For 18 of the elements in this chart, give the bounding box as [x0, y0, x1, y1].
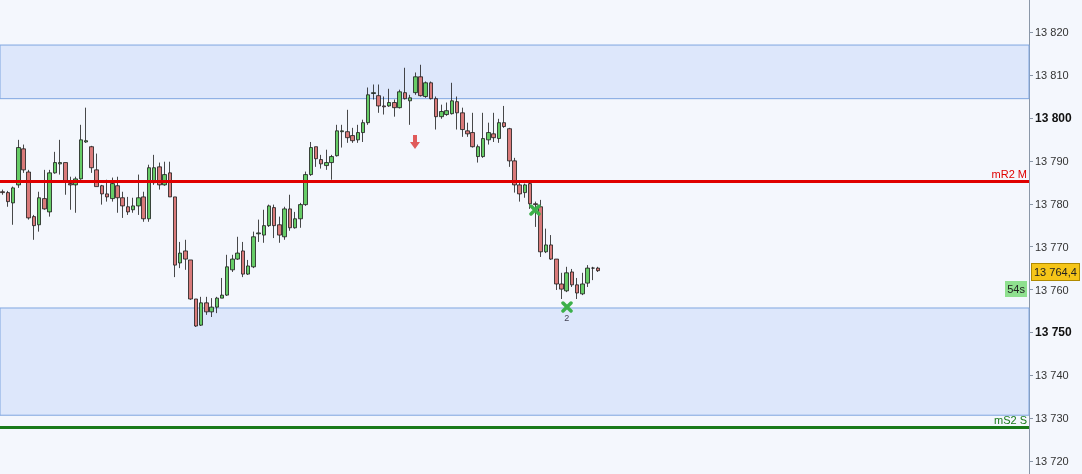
y-tick-label: 13 760	[1035, 283, 1069, 296]
y-tick-label: 13 740	[1035, 369, 1069, 382]
text: 13 764,4	[1031, 262, 1080, 281]
y-tick-label: 13 810	[1035, 69, 1069, 82]
y-tick-label: 13 780	[1035, 197, 1069, 210]
y-tick-label: 13 820	[1035, 26, 1069, 39]
candlestick	[89, 145, 94, 174]
y-tick-label: 13 800	[1035, 110, 1073, 125]
y-tick-label: 13 790	[1035, 154, 1069, 167]
candlestick	[371, 84, 376, 100]
annotation: 54s	[1005, 280, 1027, 297]
y-tick-label: 13 770	[1035, 240, 1069, 253]
ref-line-label: mS2 S	[993, 413, 1027, 426]
y-tick-label: 13 720	[1035, 455, 1069, 468]
y-tick-label: 13 730	[1035, 412, 1069, 425]
y-tick-label: 13 750	[1035, 325, 1073, 340]
annotation: 2	[563, 312, 571, 323]
ref-line-label: mR2 M	[991, 167, 1027, 180]
